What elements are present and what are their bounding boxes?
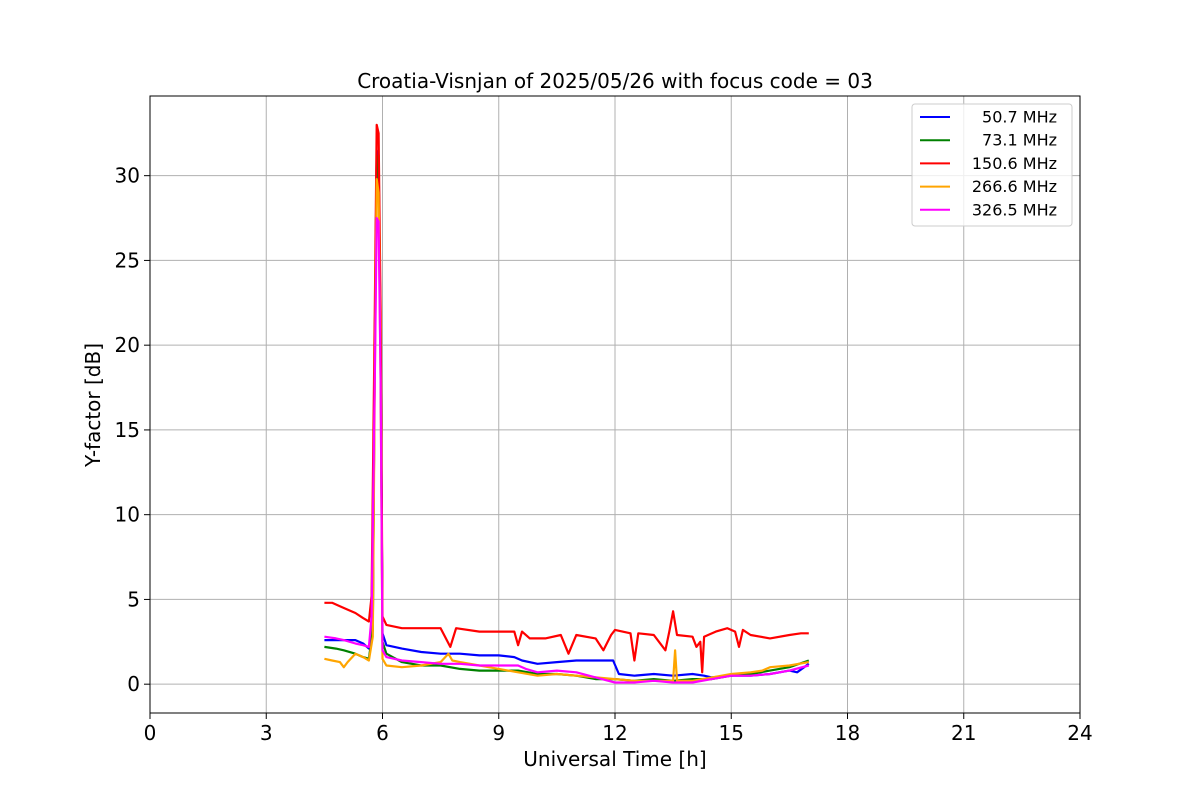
y-tick-label: 15	[115, 418, 140, 442]
y-tick-label: 5	[127, 587, 140, 611]
x-tick-label: 24	[1067, 721, 1092, 745]
x-tick-label: 6	[376, 721, 389, 745]
legend-label: 150.6 MHz	[972, 154, 1057, 173]
series-line-326-5-mhz	[324, 216, 810, 684]
x-axis-label: Universal Time [h]	[523, 747, 706, 771]
x-tick-label: 12	[602, 721, 627, 745]
series-line-150-6-mhz	[324, 123, 809, 674]
x-tick-label: 3	[260, 721, 273, 745]
y-tick-label: 25	[115, 248, 140, 272]
plot-area	[324, 123, 810, 684]
chart-title: Croatia-Visnjan of 2025/05/26 with focus…	[357, 69, 873, 93]
legend-label: 73.1 MHz	[982, 131, 1057, 150]
legend-box	[911, 103, 1073, 227]
legend: 50.7 MHz 73.1 MHz 150.6 MHz 266.6 MHz 326.5 …	[911, 103, 1073, 227]
y-axis-label: Y-factor [dB]	[81, 343, 105, 468]
legend-label: 50.7 MHz	[982, 108, 1057, 127]
y-tick-label: 10	[115, 503, 140, 527]
x-tick-label: 18	[835, 721, 860, 745]
y-tick-label: 20	[115, 333, 140, 357]
y-tick-label: 30	[115, 164, 140, 188]
x-tick-label: 0	[144, 721, 157, 745]
x-axis: 0 3 6 9 12 15 18 21 24	[144, 713, 1093, 745]
legend-label: 266.6 MHz	[972, 177, 1057, 196]
y-tick-label: 0	[127, 672, 140, 696]
legend-label: 326.5 MHz	[972, 200, 1057, 219]
series-layer	[324, 123, 810, 684]
x-tick-label: 15	[719, 721, 744, 745]
y-axis: 0 5 10 15 20 25 30	[115, 164, 150, 696]
x-tick-label: 21	[951, 721, 976, 745]
x-tick-label: 9	[492, 721, 505, 745]
